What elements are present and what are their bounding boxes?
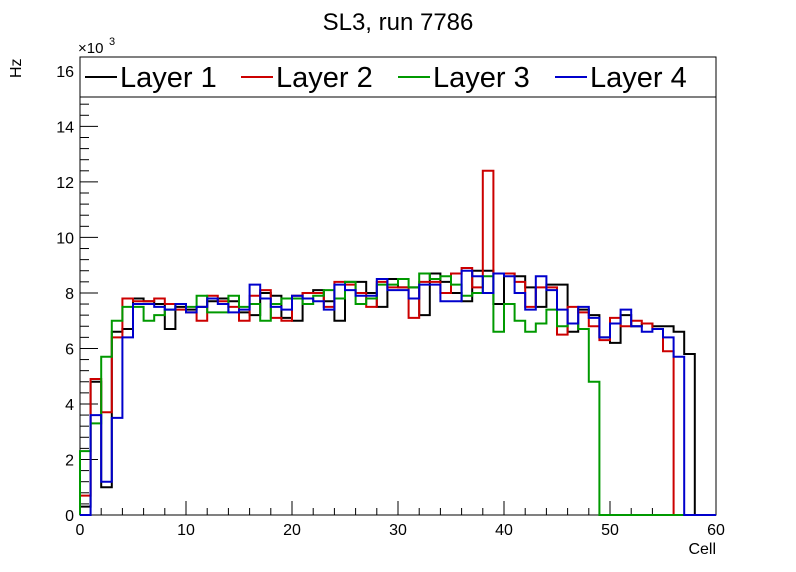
legend-label-layer-1: Layer 1 <box>120 62 217 94</box>
legend-label-layer-3: Layer 3 <box>433 62 530 94</box>
legend-entries: Layer 1 Layer 2 Layer 3 Layer 4 <box>85 62 687 94</box>
y-multiplier-base: ×10 <box>78 40 103 57</box>
y-tick-label: 12 <box>56 175 74 192</box>
y-tick-label: 2 <box>65 452 74 469</box>
y-tick-label: 4 <box>65 397 74 414</box>
y-tick-label: 14 <box>56 119 74 136</box>
legend: Layer 1 Layer 2 Layer 3 Layer 4 <box>79 56 717 98</box>
x-tick-label: 30 <box>389 522 407 539</box>
y-axis-multiplier: ×10 3 <box>78 36 115 57</box>
series-line-layer-4 <box>80 269 716 516</box>
legend-label-layer-2: Layer 2 <box>276 62 373 94</box>
chart-title: SL3, run 7786 <box>323 9 474 36</box>
y-tick-label: 10 <box>56 230 74 247</box>
x-tick-label: 10 <box>177 522 195 539</box>
y-axis-title: Hz <box>8 58 25 78</box>
legend-label-layer-4: Layer 4 <box>590 62 687 94</box>
y-tick-label: 6 <box>65 341 74 358</box>
y-tick-label: 16 <box>56 64 74 81</box>
x-tick-label: 60 <box>707 522 725 539</box>
x-axis-title: Cell <box>688 541 716 558</box>
y-multiplier-exponent: 3 <box>109 36 115 48</box>
y-axis: 0 2 4 6 8 10 12 14 16 <box>56 59 98 525</box>
y-tick-label: 8 <box>65 286 74 303</box>
x-tick-label: 50 <box>601 522 619 539</box>
x-tick-label: 20 <box>283 522 301 539</box>
y-tick-label: 0 <box>65 508 74 525</box>
series-group <box>79 169 716 516</box>
x-tick-label: 40 <box>495 522 513 539</box>
x-tick-label: 0 <box>76 522 85 539</box>
